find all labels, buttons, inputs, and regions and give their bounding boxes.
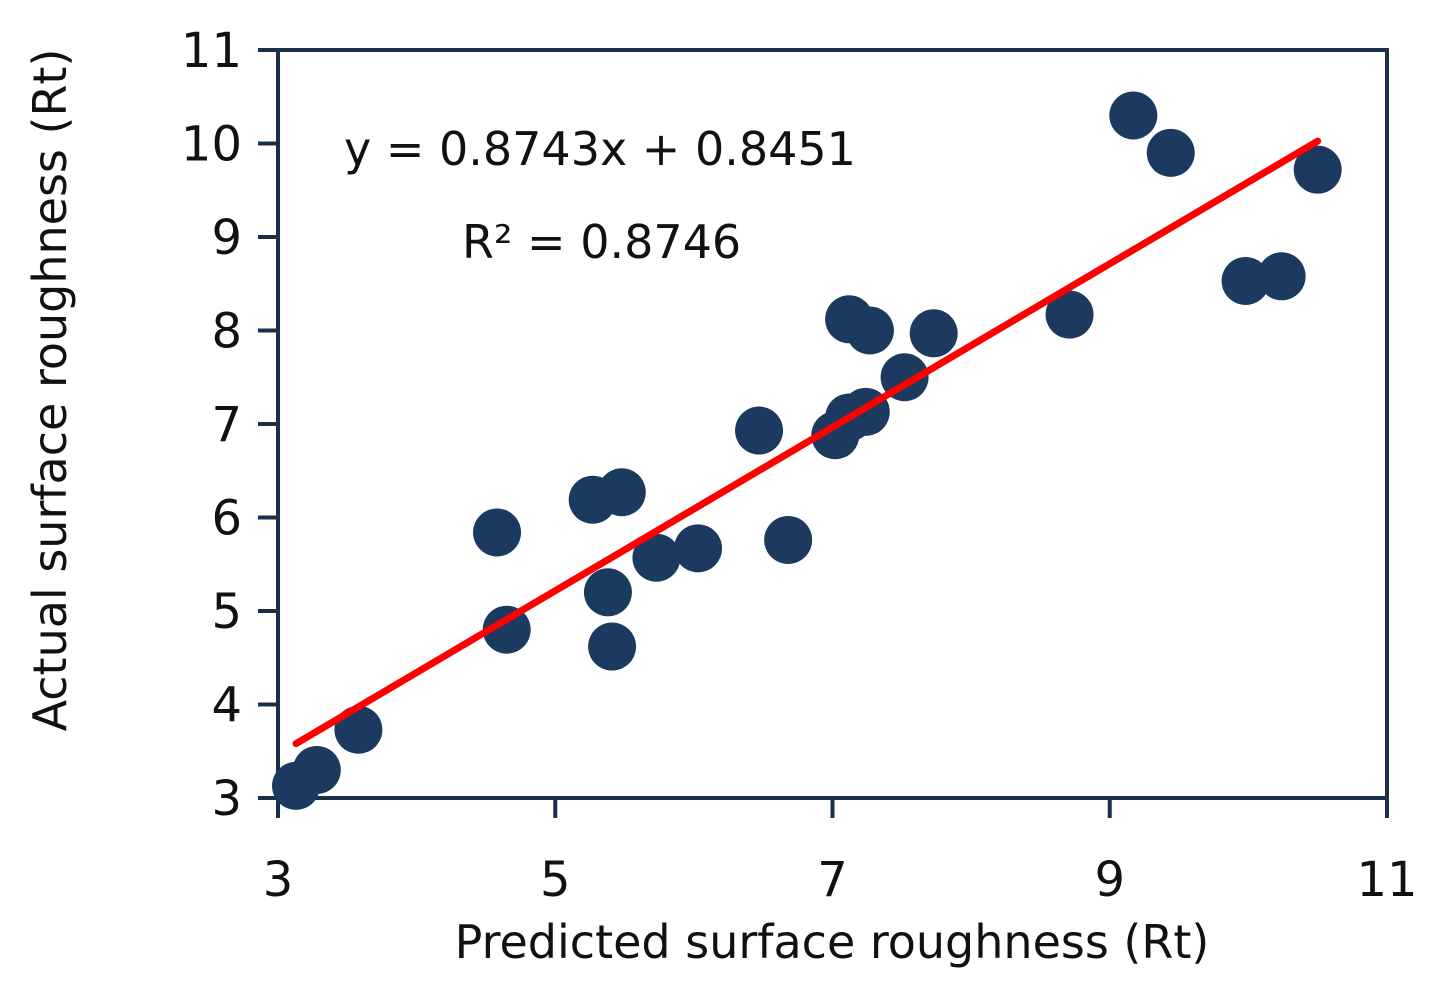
x-axis-title: Predicted surface roughness (Rt) <box>455 915 1210 969</box>
data-point <box>1045 290 1094 339</box>
y-tick-label: 6 <box>211 491 242 547</box>
data-point <box>1293 145 1342 194</box>
x-tick-label: 7 <box>817 852 848 908</box>
x-tick-label: 11 <box>1356 852 1417 908</box>
data-point <box>1257 252 1306 301</box>
data-point <box>1146 128 1195 177</box>
trendline <box>292 137 1322 748</box>
y-axis-ticks: 3 4 5 6 7 8 9 10 11 <box>181 23 278 827</box>
data-point <box>482 605 531 654</box>
y-tick-label: 4 <box>211 678 242 734</box>
y-axis-title: Actual surface roughness (Rt) <box>23 49 77 732</box>
data-point <box>583 568 632 617</box>
equation-label: y = 0.8743x + 0.8451 <box>344 122 856 176</box>
y-tick-label: 3 <box>211 771 242 827</box>
x-tick-label: 9 <box>1094 852 1125 908</box>
data-point <box>1221 256 1270 305</box>
data-point <box>292 745 341 794</box>
y-tick-label: 9 <box>211 210 242 266</box>
y-tick-label: 11 <box>181 23 242 79</box>
y-tick-label: 5 <box>211 584 242 640</box>
data-point <box>1109 91 1158 140</box>
data-point <box>632 533 681 582</box>
data-point <box>845 306 894 355</box>
data-point <box>473 508 522 557</box>
r-squared-label: R² = 0.8746 <box>462 215 741 269</box>
x-tick-label: 3 <box>263 852 294 908</box>
data-point <box>588 622 637 671</box>
data-point <box>909 309 958 358</box>
data-point <box>764 515 813 564</box>
data-point <box>597 468 646 517</box>
data-point <box>735 406 784 455</box>
x-axis-ticks: 3 5 7 9 11 <box>263 798 1418 908</box>
x-tick-label: 5 <box>540 852 571 908</box>
data-point <box>674 524 723 573</box>
y-tick-label: 8 <box>211 304 242 360</box>
y-tick-label: 10 <box>181 117 242 173</box>
data-points <box>272 91 1342 810</box>
y-tick-label: 7 <box>211 397 242 453</box>
